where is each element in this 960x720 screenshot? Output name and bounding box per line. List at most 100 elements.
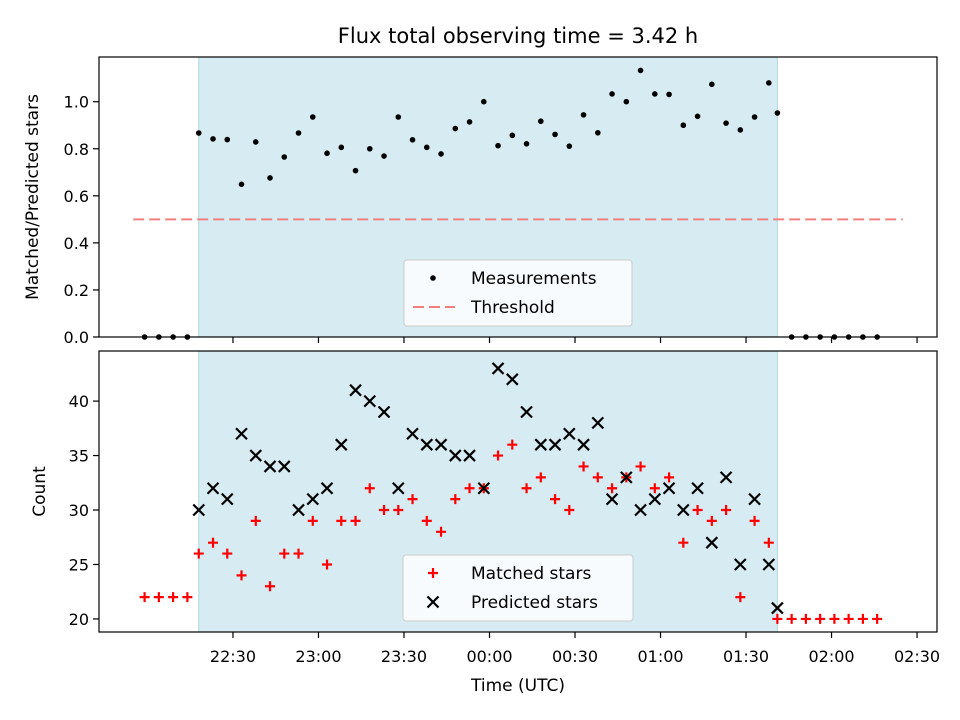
matched-star-point <box>208 537 219 548</box>
predicted-star-point <box>292 503 305 517</box>
matched-star-point <box>550 494 561 505</box>
measurement-points <box>141 67 880 340</box>
measurement-point <box>366 145 373 152</box>
top-x-axis-ticks <box>232 337 918 343</box>
predicted-star-point <box>477 481 491 495</box>
predicted-star-point <box>648 492 662 506</box>
measurement-point <box>324 150 330 157</box>
matched-star-point <box>649 483 660 494</box>
x-tick-label: 02:30 <box>894 647 940 666</box>
predicted-star-point <box>392 481 405 495</box>
predicted-star-point <box>577 438 590 451</box>
predicted-star-point <box>677 503 690 517</box>
matched-star-point <box>872 613 883 624</box>
matched-star-point <box>464 483 475 494</box>
predicted-star-point <box>449 449 462 462</box>
measurement-point <box>751 114 758 120</box>
predicted-star-point <box>662 481 676 495</box>
y-tick-label: 1.0 <box>64 93 89 112</box>
legend-cross-marker <box>426 595 440 609</box>
x-tick-label: 01:30 <box>723 647 769 666</box>
measurement-point <box>480 98 487 105</box>
measurement-point <box>566 143 573 149</box>
measurement-point <box>595 129 601 136</box>
measurement-point <box>495 142 501 149</box>
predicted-star-point <box>377 405 391 419</box>
predicted-star-point <box>220 492 234 506</box>
measurement-point <box>309 114 316 120</box>
legend-marker-measurements <box>430 275 436 281</box>
matched-star-point <box>336 515 347 526</box>
predicted-star-point <box>748 492 761 506</box>
x-tick-label: 22:30 <box>210 647 256 666</box>
matched-star-point <box>265 581 276 592</box>
predicted-star-point <box>548 438 562 451</box>
y-tick-label: 0.6 <box>64 187 89 206</box>
bottom-x-axis-ticks: 22:30 23:00 23:30 00:00 00:30 01:00 01:30 02:00… <box>210 632 940 666</box>
predicted-star-point <box>320 481 334 495</box>
measurement-point <box>423 144 430 151</box>
matched-star-point <box>635 461 646 472</box>
matched-star-point <box>564 505 575 516</box>
matched-star-point <box>507 439 518 450</box>
matched-star-point <box>307 515 318 526</box>
matched-star-point <box>535 472 546 483</box>
predicted-star-point <box>491 362 505 375</box>
predicted-stars-points <box>192 362 784 615</box>
y-tick-label: 0.2 <box>64 281 89 300</box>
matched-star-point <box>857 613 868 624</box>
predicted-star-point <box>634 503 647 517</box>
predicted-star-point <box>277 460 291 473</box>
matched-star-point <box>393 505 404 516</box>
bottom-y-axis-label: Count <box>30 466 50 517</box>
measurement-point <box>395 114 402 120</box>
measurement-point <box>252 139 259 145</box>
x-tick-label: 23:30 <box>381 647 427 666</box>
y-tick-label: 0.0 <box>64 328 89 347</box>
y-tick-label: 35 <box>69 447 89 466</box>
matched-star-point <box>678 537 689 548</box>
y-tick-label: 40 <box>69 392 89 411</box>
predicted-star-point <box>434 438 448 451</box>
matched-star-point <box>139 592 150 603</box>
measurement-point <box>694 113 701 120</box>
measurement-point <box>281 154 288 160</box>
legend-marker-predicted-stars <box>426 595 440 609</box>
measurement-point <box>466 119 473 125</box>
legend-label-threshold: Threshold <box>470 298 555 318</box>
matched-star-point <box>322 559 333 570</box>
measurement-point <box>709 81 715 88</box>
matched-star-point <box>279 548 290 559</box>
predicted-star-point <box>563 427 576 441</box>
chart-title: Flux total observing time = 3.42 h <box>338 24 698 48</box>
matched-star-point <box>692 505 703 516</box>
matched-star-point <box>421 515 432 526</box>
predicted-star-point <box>306 492 320 506</box>
matched-star-point <box>350 515 361 526</box>
measurement-point <box>680 122 687 129</box>
bottom-legend-box <box>402 554 634 622</box>
bottom-legend: Matched stars Predicted stars <box>402 554 634 622</box>
predicted-star-point <box>420 438 434 451</box>
y-tick-label: 25 <box>69 555 89 574</box>
x-tick-label: 02:00 <box>808 647 854 666</box>
measurement-point <box>609 91 615 97</box>
matched-star-point <box>407 494 418 505</box>
measurement-point <box>409 137 416 143</box>
matched-star-point <box>735 592 746 603</box>
legend-label-matched-stars: Matched stars <box>471 564 591 584</box>
matched-star-point <box>493 450 504 461</box>
legend-label-predicted-stars: Predicted stars <box>471 593 598 613</box>
measurement-point <box>195 130 202 136</box>
predicted-star-point <box>691 481 704 495</box>
measurement-point <box>438 151 444 157</box>
matched-star-point <box>800 613 811 624</box>
legend-marker-matched-stars <box>428 568 438 578</box>
measurement-point <box>774 110 781 116</box>
matched-star-point <box>763 537 774 548</box>
matched-star-point <box>521 483 532 494</box>
measurement-point <box>552 131 558 138</box>
y-tick-label: 0.8 <box>64 140 89 159</box>
measurement-point <box>666 91 672 98</box>
measurement-point <box>623 98 630 105</box>
